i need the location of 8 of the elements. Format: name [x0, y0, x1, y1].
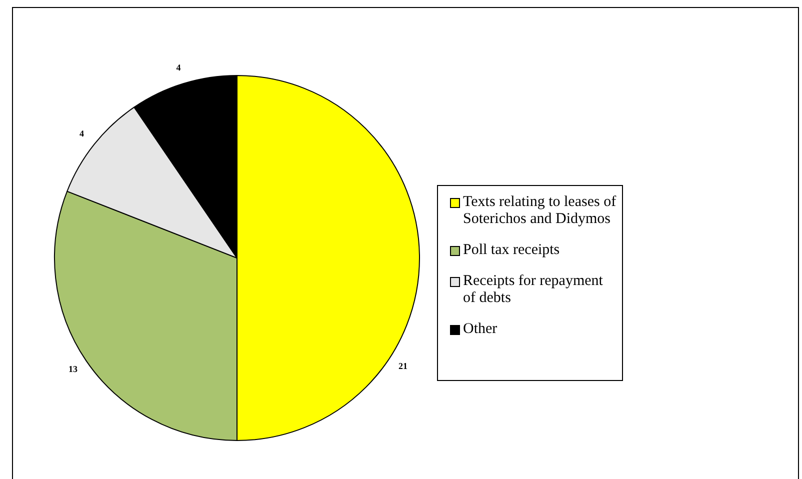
legend-label: Other — [463, 321, 498, 338]
legend-label: Receipts for repayment of debts — [463, 273, 604, 307]
data-label: 21 — [398, 361, 408, 372]
data-label: 13 — [68, 364, 78, 374]
legend-label: Texts relating to leases of Soterichos and Didymos — [463, 194, 618, 228]
legend-label: Poll tax receipts — [463, 242, 560, 259]
data-label: 4 — [176, 62, 182, 73]
data-label: 4 — [80, 128, 85, 139]
